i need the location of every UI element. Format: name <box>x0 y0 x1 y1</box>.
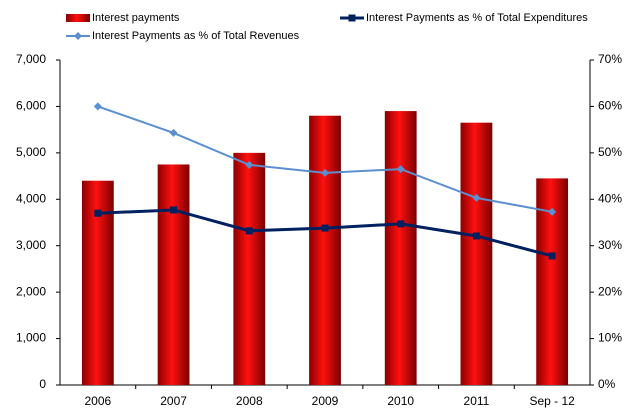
legend-label: Interest Payments as % of Total Expendit… <box>366 12 588 24</box>
bar <box>460 122 493 385</box>
x-tick-label: 2006 <box>85 394 112 408</box>
y2-tick-label: 20% <box>598 284 622 298</box>
marker <box>548 252 556 260</box>
y-tick-label: 0 <box>39 377 46 391</box>
y-tick-label: 1,000 <box>16 331 46 345</box>
marker <box>170 206 178 214</box>
legend-marker <box>74 32 82 40</box>
legend-label: Interest payments <box>92 12 180 24</box>
bar <box>384 111 417 386</box>
x-tick-label: 2007 <box>160 394 187 408</box>
y-tick-label: 2,000 <box>16 284 46 298</box>
y2-tick-label: 70% <box>598 52 622 66</box>
bar <box>157 164 190 385</box>
y-tick-label: 6,000 <box>16 99 46 113</box>
x-tick-label: 2008 <box>236 394 263 408</box>
marker <box>396 165 405 174</box>
x-tick-label: 2009 <box>312 394 339 408</box>
bar <box>233 152 266 385</box>
bar <box>309 115 341 385</box>
marker <box>94 209 102 217</box>
y2-tick-label: 40% <box>598 191 622 205</box>
marker <box>169 128 178 137</box>
y2-tick-label: 50% <box>598 145 622 159</box>
y-tick-label: 5,000 <box>16 145 46 159</box>
marker <box>93 102 102 111</box>
y2-tick-label: 0% <box>598 377 616 391</box>
y2-tick-label: 30% <box>598 238 622 252</box>
y2-tick-label: 60% <box>598 99 622 113</box>
marker <box>321 168 329 177</box>
marker <box>397 220 405 228</box>
marker <box>245 227 253 235</box>
marker <box>245 160 254 169</box>
y-tick-label: 7,000 <box>16 52 46 66</box>
x-tick-label: 2010 <box>387 394 414 408</box>
marker <box>548 207 557 216</box>
legend-swatch <box>66 14 90 22</box>
y-tick-label: 4,000 <box>16 191 46 205</box>
y-tick-label: 3,000 <box>16 238 46 252</box>
legend-marker <box>348 14 356 22</box>
x-tick-label: Sep - 12 <box>529 394 575 408</box>
legend-label: Interest Payments as % of Total Revenues <box>92 30 300 42</box>
x-tick-label: 2011 <box>464 394 490 408</box>
marker <box>472 193 481 202</box>
marker <box>321 224 329 232</box>
y2-tick-label: 10% <box>598 331 622 345</box>
marker <box>472 232 480 240</box>
